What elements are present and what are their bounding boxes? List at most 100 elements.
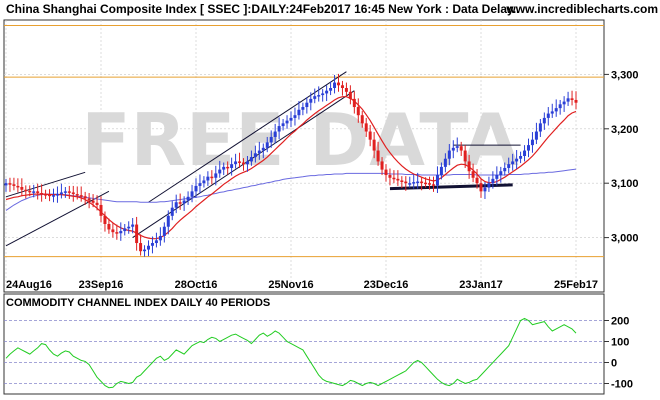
chart-title: China Shanghai Composite Index [ SSEC ]:… xyxy=(6,2,519,16)
candle-up xyxy=(230,164,234,168)
candle-down xyxy=(226,166,230,169)
candle-down xyxy=(67,191,71,193)
candle-up xyxy=(261,147,265,151)
candle-down xyxy=(420,181,424,184)
candle-down xyxy=(135,224,139,244)
cci-panel: COMMODITY CHANNEL INDEX DAILY 40 PERIODS… xyxy=(3,293,633,395)
candle-up xyxy=(194,185,198,192)
date-x-axis: 24Aug16 23Sep16 28Oct16 25Nov16 23Dec16 23Jan… xyxy=(6,279,598,291)
cci-title: COMMODITY CHANNEL INDEX DAILY 40 PERIODS xyxy=(6,297,270,309)
candle-down xyxy=(344,88,348,92)
candle-up xyxy=(408,183,412,185)
candle-up xyxy=(297,109,301,116)
candle-down xyxy=(99,204,103,216)
candle-down xyxy=(20,187,24,190)
price-y-tick-label: 3,100 xyxy=(611,178,639,190)
candle-down xyxy=(475,177,479,184)
candle-up xyxy=(443,158,447,167)
site-credit: www.incrediblecharts.com xyxy=(505,2,658,16)
candle-up xyxy=(190,191,194,197)
price-y-tick-label: 3,000 xyxy=(611,233,639,245)
candle-down xyxy=(83,196,87,199)
date-tick-label: 25Feb17 xyxy=(554,279,598,291)
candle-up xyxy=(59,192,63,195)
candle-down xyxy=(368,131,372,140)
candle-up xyxy=(451,147,455,151)
date-tick-label: 28Oct16 xyxy=(175,279,218,291)
candle-up xyxy=(546,113,550,118)
candle-down xyxy=(178,202,182,204)
candle-up xyxy=(562,101,566,105)
candle-up xyxy=(495,175,499,179)
candle-up xyxy=(455,146,459,148)
date-tick-label: 23Dec16 xyxy=(364,279,409,291)
candle-down xyxy=(459,146,463,151)
candle-up xyxy=(309,98,313,103)
cci-y-axis: 200 100 0 -100 xyxy=(604,316,633,391)
candle-down xyxy=(400,180,404,182)
candle-up xyxy=(166,215,170,227)
date-tick-label: 23Jan17 xyxy=(459,279,502,291)
candle-up xyxy=(147,245,150,250)
candle-up xyxy=(523,150,527,156)
price-y-tick-label: 3,300 xyxy=(611,69,639,81)
candle-up xyxy=(538,123,542,132)
candle-down xyxy=(12,184,16,186)
candle-up xyxy=(52,195,55,197)
candle-down xyxy=(115,232,119,234)
candle-up xyxy=(206,176,210,181)
price-y-axis: 3,000 3,100 3,200 3,300 xyxy=(604,69,639,245)
candle-up xyxy=(447,150,451,159)
candle-up xyxy=(554,108,558,112)
candle-down xyxy=(396,178,400,181)
candle-down xyxy=(432,184,435,186)
candle-up xyxy=(249,157,253,162)
candle-up xyxy=(234,161,238,165)
candle-down xyxy=(28,190,32,193)
candle-down xyxy=(238,161,242,163)
candle-down xyxy=(424,182,428,185)
candle-up xyxy=(507,164,511,168)
candle-up xyxy=(245,161,249,165)
candle-down xyxy=(404,181,408,184)
date-tick-label: 23Sep16 xyxy=(79,279,124,291)
cci-y-tick-label: 0 xyxy=(611,358,617,370)
candle-down xyxy=(242,162,245,165)
candle-up xyxy=(416,181,420,184)
candle-down xyxy=(392,177,396,180)
uptrend-channel-upper xyxy=(148,71,347,203)
candle-down xyxy=(36,191,40,193)
candle-down xyxy=(44,194,48,196)
candle-up xyxy=(285,120,289,124)
date-tick-label: 25Nov16 xyxy=(268,279,313,291)
candle-down xyxy=(79,195,83,197)
candle-down xyxy=(380,161,384,170)
candle-up xyxy=(325,90,329,94)
candle-down xyxy=(71,192,75,195)
candle-up xyxy=(483,187,487,192)
candle-up xyxy=(269,136,273,143)
candle-up xyxy=(491,178,495,184)
date-tick-label: 24Aug16 xyxy=(6,279,52,291)
candle-down xyxy=(340,85,344,88)
candle-down xyxy=(479,183,483,192)
price-gridlines xyxy=(4,20,604,292)
candle-up xyxy=(154,240,158,244)
price-y-tick-label: 3,200 xyxy=(611,124,639,136)
candle-down xyxy=(91,200,95,203)
cci-gridlines xyxy=(4,320,604,384)
candle-down xyxy=(388,175,392,178)
candle-up xyxy=(305,102,309,108)
candle-down xyxy=(372,139,376,151)
candle-up xyxy=(32,191,36,193)
candle-up xyxy=(214,173,218,178)
candle-up xyxy=(439,166,443,176)
candle-down xyxy=(87,198,91,201)
candle-up xyxy=(313,96,317,99)
consolidation-support-line xyxy=(389,183,513,191)
candle-up xyxy=(301,107,305,110)
candle-up xyxy=(119,231,123,234)
candle-up xyxy=(329,88,333,91)
candle-up xyxy=(317,95,321,97)
